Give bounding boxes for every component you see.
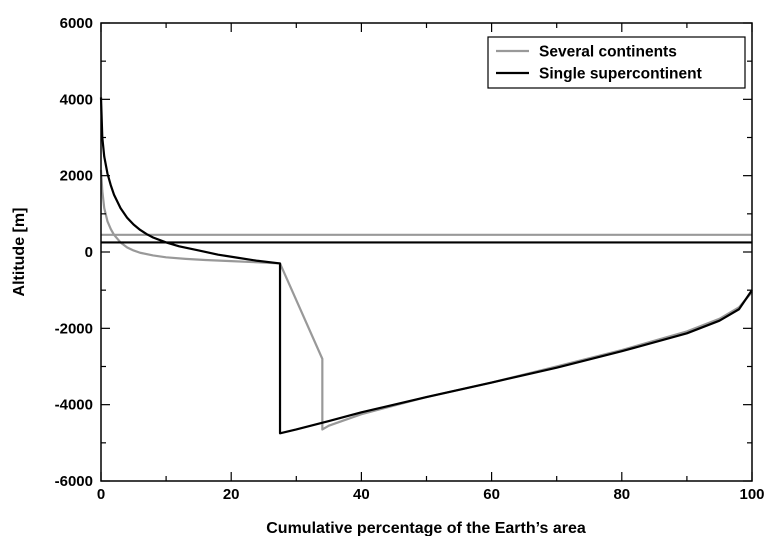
- legend-label-several-continents: Several continents: [539, 44, 677, 61]
- y-tick-label: -2000: [55, 320, 93, 337]
- ticks-layer: 0 20 40 60 80 100 6000 4000 2000 0 -2000 -4000 -6000: [55, 15, 765, 503]
- x-tick-label: 80: [613, 486, 630, 503]
- series-line-several-continents-0: [99, 169, 753, 431]
- y-tick-label: 6000: [60, 15, 93, 32]
- y-axis-label: Altitude [m]: [11, 208, 28, 297]
- plot-frame: [100, 22, 753, 482]
- x-tick-label: 20: [223, 486, 240, 503]
- x-axis-label: Cumulative percentage of the Earth’s are…: [266, 520, 586, 536]
- x-tick-label: 60: [483, 486, 500, 503]
- y-tick-label: -6000: [55, 473, 93, 490]
- legend-label-single-supercontinent: Single supercontinent: [539, 66, 702, 83]
- y-tick-label: 0: [85, 244, 93, 261]
- y-tick-label: 4000: [60, 91, 93, 108]
- legend-box: [487, 36, 746, 89]
- x-tick-label: 40: [353, 486, 370, 503]
- series-layer: [99, 97, 753, 435]
- series-line-single-supercontinent-0: [99, 97, 753, 435]
- legend: Several continents Single supercontinent: [487, 36, 746, 89]
- y-tick-label: -4000: [55, 397, 93, 414]
- x-tick-label: 100: [739, 486, 764, 503]
- y-tick-label: 2000: [60, 168, 93, 185]
- x-tick-label: 0: [97, 486, 105, 503]
